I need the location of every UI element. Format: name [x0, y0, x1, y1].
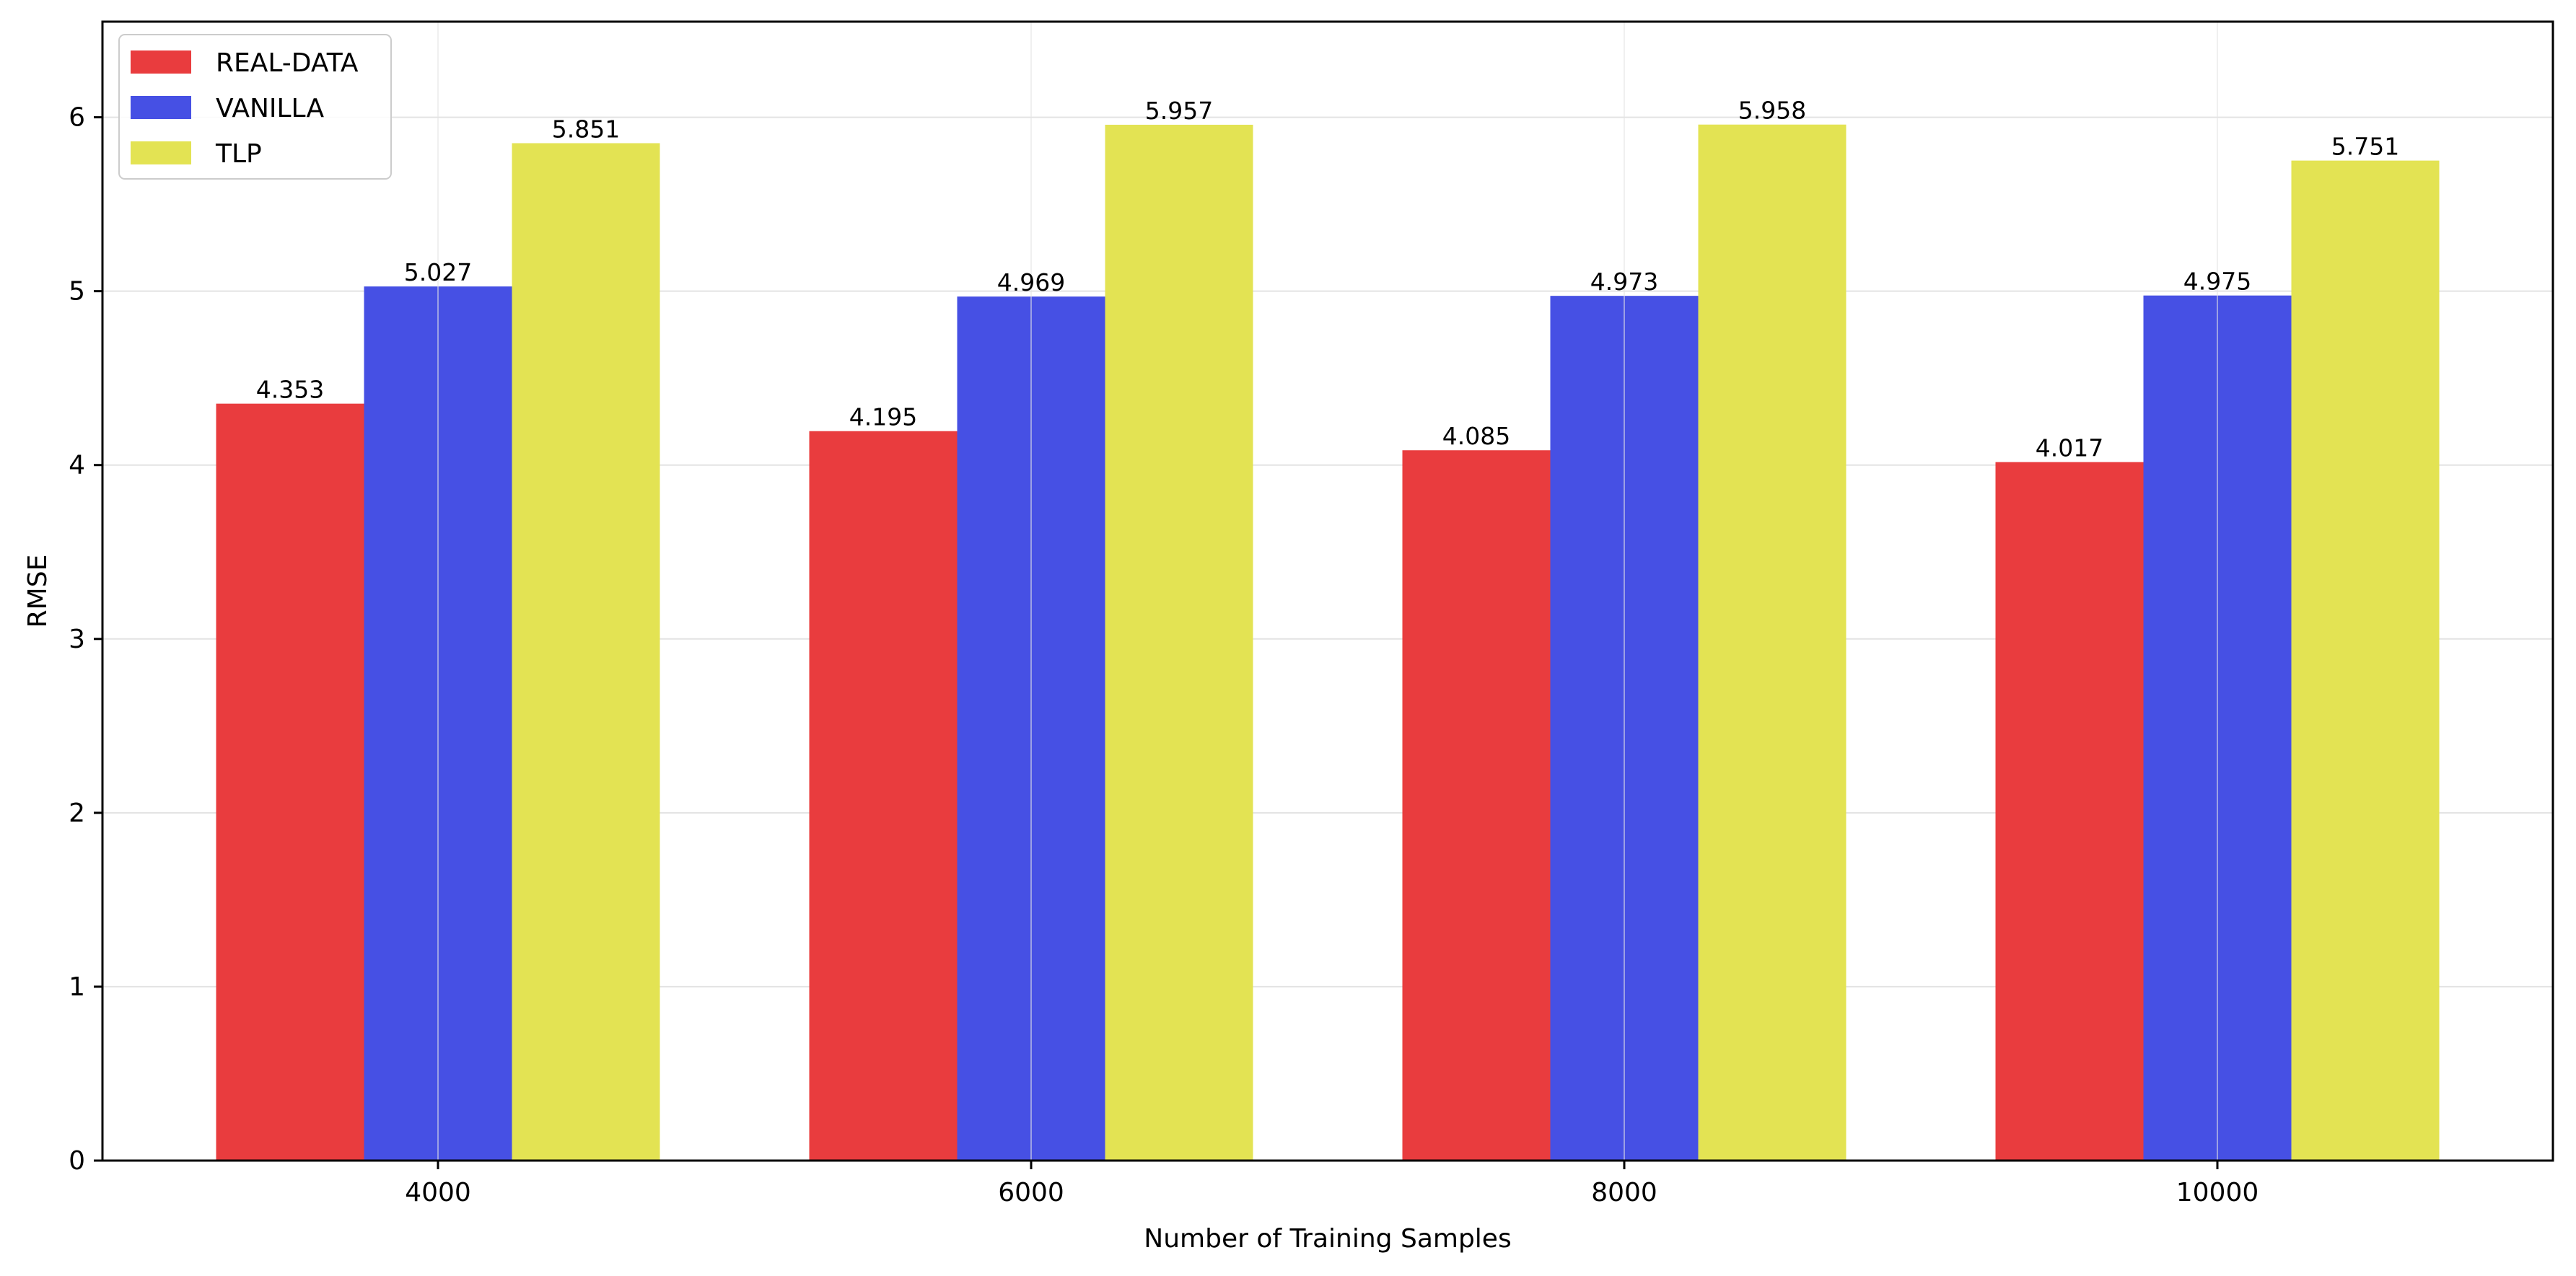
legend-label: TLP: [215, 139, 262, 169]
bars: [216, 124, 2440, 1161]
vertical-gridlines: [437, 22, 2218, 1161]
y-axis: 0 1 2 3 4 5 6: [69, 103, 102, 1176]
bar-tlp-8000: [1698, 124, 1846, 1161]
bar-real-data-6000: [809, 431, 958, 1161]
x-tick-label: 10000: [2176, 1178, 2259, 1207]
legend-label: REAL-DATA: [216, 48, 359, 78]
data-label: 4.353: [256, 376, 324, 404]
legend-swatch-tlp: [131, 141, 191, 164]
data-label: 4.085: [1442, 422, 1510, 450]
bar-tlp-6000: [1105, 124, 1253, 1161]
y-tick-label: 3: [69, 625, 85, 654]
data-label: 4.195: [849, 403, 917, 431]
data-label: 5.851: [552, 115, 620, 144]
legend-swatch-real-data: [131, 50, 191, 74]
data-label: 5.958: [1738, 97, 1806, 125]
y-tick-label: 5: [69, 277, 85, 307]
data-label: 4.973: [1590, 268, 1658, 296]
y-tick-label: 6: [69, 103, 85, 133]
legend: REAL-DATA VANILLA TLP: [118, 34, 392, 180]
x-tick-label: 8000: [1591, 1178, 1657, 1207]
data-label: 4.017: [2036, 434, 2103, 462]
x-tick-label: 6000: [998, 1178, 1064, 1207]
y-axis-title: RMSE: [23, 555, 53, 628]
x-tick-label: 4000: [405, 1178, 471, 1207]
data-label: 5.957: [1145, 97, 1213, 125]
y-tick-label: 2: [69, 798, 85, 828]
legend-label: VANILLA: [216, 94, 324, 123]
y-tick-label: 4: [69, 451, 85, 480]
bar-real-data-10000: [1995, 462, 2144, 1161]
y-tick-label: 1: [69, 972, 85, 1002]
bar-tlp-10000: [2291, 160, 2440, 1161]
plot-frame: [101, 20, 2554, 1162]
data-label: 4.969: [997, 268, 1065, 296]
data-label: 5.751: [2331, 133, 2399, 161]
y-tick-label: 0: [69, 1146, 85, 1176]
legend-swatch-vanilla: [131, 96, 191, 119]
bar-real-data-4000: [216, 403, 364, 1161]
bar-tlp-4000: [512, 143, 660, 1161]
bar-real-data-8000: [1402, 450, 1551, 1161]
data-label: 4.975: [2183, 268, 2251, 296]
x-axis-title: Number of Training Samples: [1144, 1224, 1511, 1254]
data-labels: 4.353 5.027 5.851 4.195 4.969 5.957 4.085 4.973…: [256, 97, 2399, 462]
data-label: 5.027: [404, 258, 472, 286]
x-axis: 4000 6000 8000 10000: [405, 1161, 2259, 1207]
